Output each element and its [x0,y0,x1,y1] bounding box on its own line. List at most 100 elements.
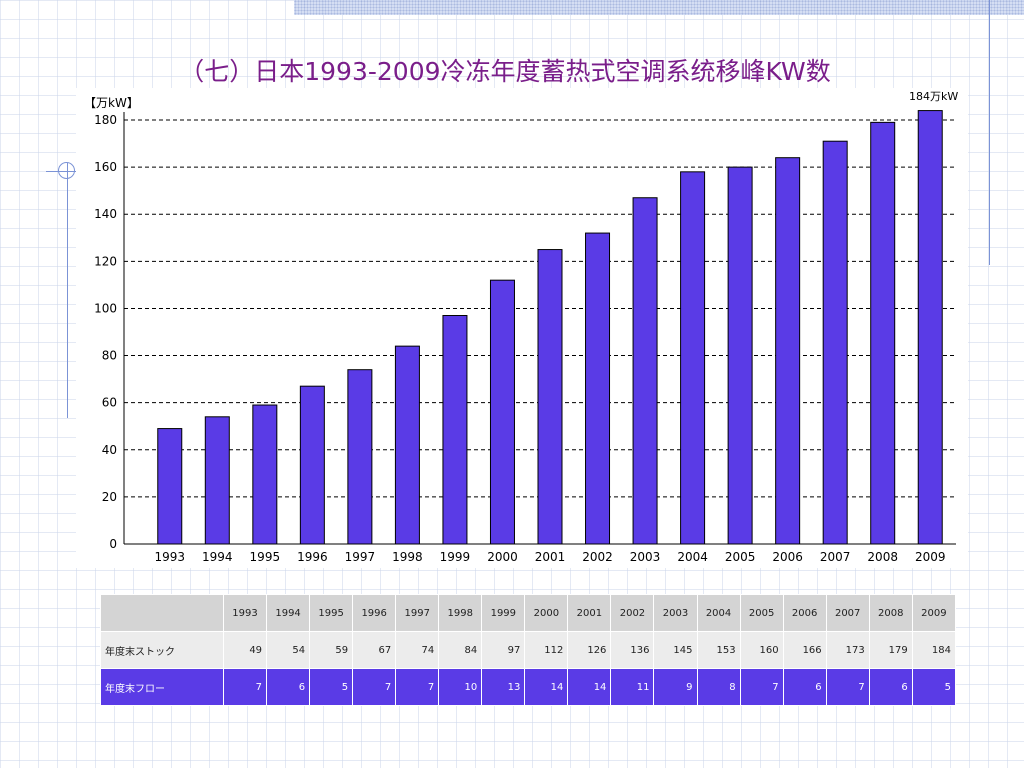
table-year-header: 2007 [825,594,870,632]
decorative-vertical-line-right [989,0,990,265]
table-cell: 14 [524,668,569,706]
x-tick-label: 2003 [630,550,661,564]
x-tick-label: 2002 [582,550,613,564]
x-tick-label: 2004 [677,550,708,564]
bar [537,249,563,545]
data-table: 1993 1994 1995 1996 1997 1998 1999 2000 2001 2002… [100,594,957,706]
x-tick-label: 1999 [440,550,471,564]
x-tick-label: 1994 [202,550,233,564]
table-cell: 97 [481,631,526,669]
x-tick-label: 1995 [250,550,281,564]
table-year-header: 1995 [309,594,354,632]
bar [822,140,848,545]
table-cell: 10 [438,668,483,706]
table-cell: 74 [395,631,440,669]
table-cell: 160 [739,631,784,669]
table-corner-cell [100,594,224,632]
x-tick-label: 1997 [345,550,376,564]
table-cell: 136 [610,631,655,669]
table-cell: 49 [222,631,268,669]
table-cell: 7 [739,668,784,706]
x-tick-label: 1993 [154,550,185,564]
y-tick-label: 160 [94,160,117,174]
table-cell: 6 [782,668,827,706]
bar [680,171,706,545]
bar [394,345,420,545]
bar-chart: 0 20 40 60 80 100 120 140 160 180 【万kW】 1993 1994 199… [76,88,968,568]
bar [585,232,611,545]
table-cell: 14 [567,668,612,706]
table-year-header: 1994 [266,594,311,632]
y-tick-label: 80 [102,349,117,363]
y-tick-label: 60 [102,396,117,410]
bar [347,369,373,545]
table-year-header: 2008 [868,594,913,632]
max-value-annotation: 184万kW [909,90,958,103]
table-cell: 7 [222,668,268,706]
y-tick-label: 100 [94,301,117,315]
x-tick-label: 2009 [915,550,946,564]
x-tick-label: 2006 [772,550,803,564]
bar [727,166,753,545]
bar [299,385,325,545]
bar [489,279,515,545]
decorative-circle [58,162,75,179]
y-tick-label: 40 [102,443,117,457]
bar [917,110,943,545]
bar [632,197,658,545]
decorative-vertical-line-left [67,163,68,418]
table-year-header: 2006 [782,594,827,632]
table-year-header: 1998 [438,594,483,632]
table-cell: 6 [266,668,311,706]
table-year-header: 2002 [610,594,655,632]
table-cell: 173 [825,631,870,669]
bar [204,416,230,545]
table-year-header: 1993 [222,594,268,632]
y-tick-label: 120 [94,254,117,268]
table-year-header: 1999 [481,594,526,632]
x-tick-label: 2001 [535,550,566,564]
table-cell: 84 [438,631,483,669]
y-tick-label: 0 [109,537,117,551]
y-axis-label: 【万kW】 [84,96,139,110]
table-cell: 54 [266,631,311,669]
bar [252,404,278,545]
table-cell: 5 [309,668,354,706]
table-cell: 13 [481,668,526,706]
table-cell: 7 [395,668,440,706]
table-cell: 184 [911,631,957,669]
table-year-header: 2009 [911,594,957,632]
table-header-row: 1993 1994 1995 1996 1997 1998 1999 2000 2001 2002… [100,594,957,632]
table-year-header: 1997 [395,594,440,632]
table-cell: 8 [696,668,741,706]
table-year-header: 1996 [352,594,397,632]
bar [870,121,896,545]
x-tick-label: 2007 [820,550,851,564]
table-cell: 67 [352,631,397,669]
table-row: 年度末ストック 49 54 59 67 74 84 97 112 126 136 145 153 160 1… [100,631,957,669]
x-tick-label: 1996 [297,550,328,564]
table-row-label: 年度末フロー [100,668,224,706]
table-cell: 11 [610,668,655,706]
x-tick-label: 2005 [725,550,756,564]
table-year-header: 2004 [696,594,741,632]
bar-chart-svg: 0 20 40 60 80 100 120 140 160 180 【万kW】 1993 1994 199… [84,90,958,564]
table-cell: 126 [567,631,612,669]
table-cell: 9 [653,668,698,706]
bar [775,157,801,545]
y-tick-label: 180 [94,113,117,127]
table-row: 年度末フロー 7 6 5 7 7 10 13 14 14 11 9 8 7 6 7 6 5 [100,668,957,706]
table-cell: 145 [653,631,698,669]
table-cell: 112 [524,631,569,669]
table-cell: 179 [868,631,913,669]
x-tick-label: 2000 [487,550,518,564]
table-cell: 5 [911,668,957,706]
table-cell: 153 [696,631,741,669]
y-tick-label: 20 [102,490,117,504]
table-year-header: 2003 [653,594,698,632]
table-cell: 59 [309,631,354,669]
y-tick-label: 140 [94,207,117,221]
slide-title: （七）日本1993-2009冷冻年度蓄热式空调系统移峰KW数 [179,57,831,86]
table-cell: 7 [825,668,870,706]
table-year-header: 2005 [739,594,784,632]
